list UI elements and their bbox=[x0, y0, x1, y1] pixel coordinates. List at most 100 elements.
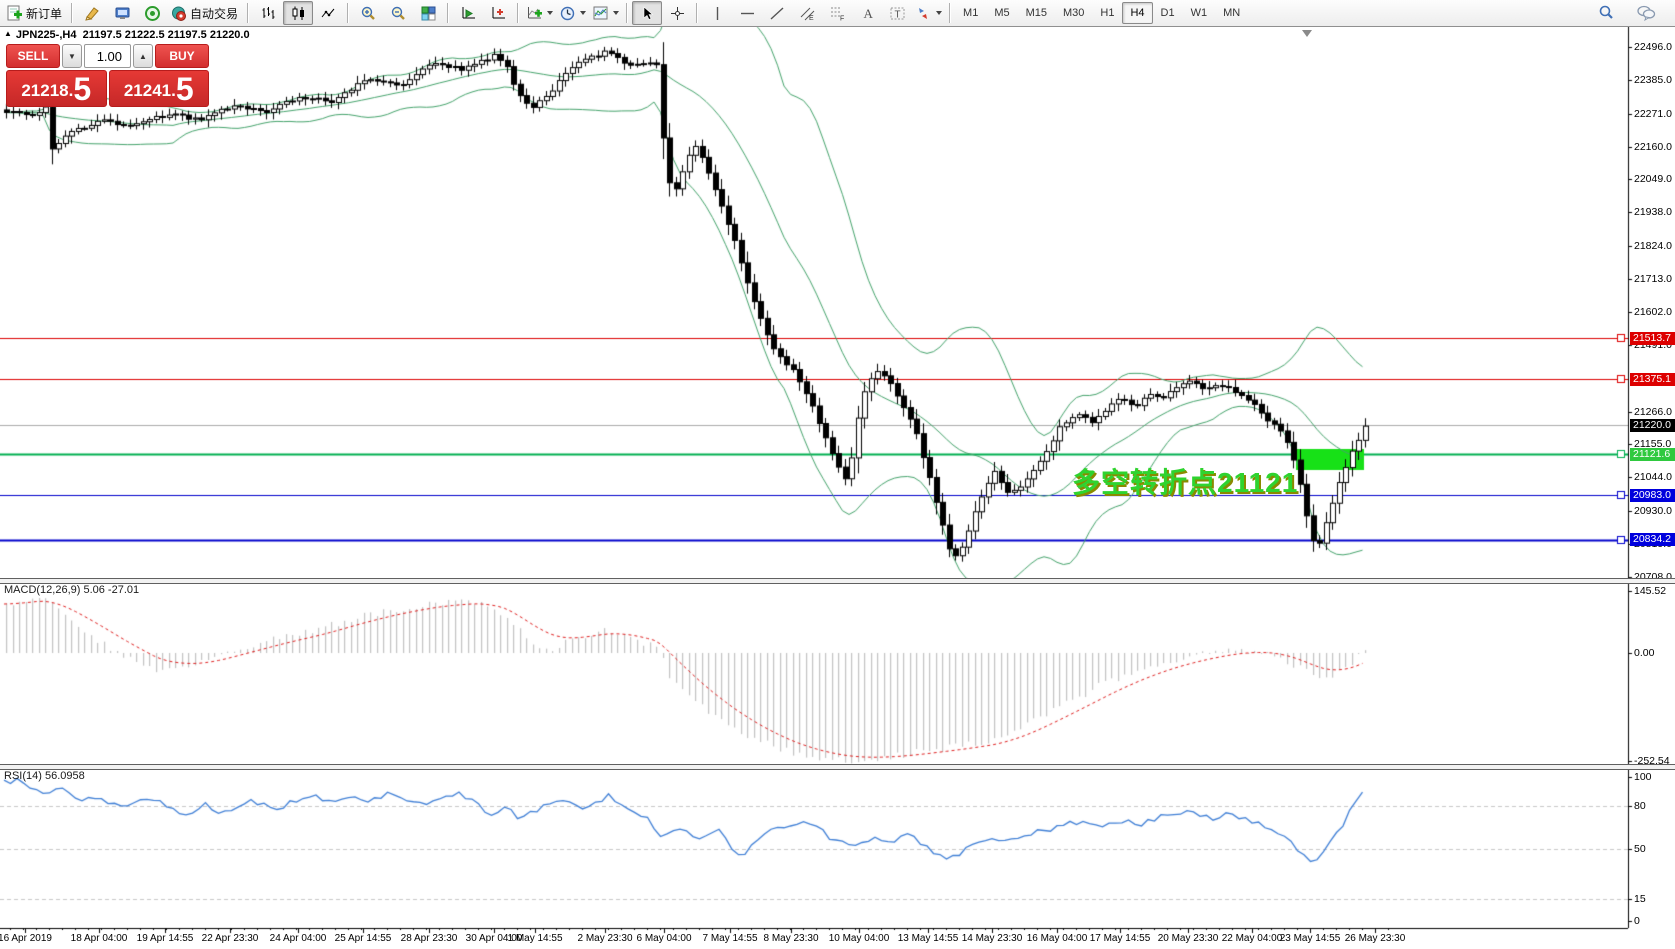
text-button[interactable]: A bbox=[852, 1, 882, 25]
candles-icon bbox=[290, 5, 307, 22]
timeframe-button-m5[interactable]: M5 bbox=[994, 7, 1010, 19]
search-button[interactable] bbox=[1591, 1, 1621, 25]
cursor-icon bbox=[639, 5, 656, 22]
toolbar-separator bbox=[71, 3, 74, 23]
toolbar-separator bbox=[517, 3, 520, 23]
text-t-icon: T bbox=[889, 5, 906, 22]
toolbar-separator bbox=[949, 3, 952, 23]
toolbar-separator bbox=[696, 3, 699, 23]
trend-icon bbox=[769, 5, 786, 22]
chevron-down-icon[interactable] bbox=[547, 11, 554, 15]
channel-icon: E bbox=[799, 5, 816, 22]
toolbar-separator bbox=[247, 3, 250, 23]
svg-text:T: T bbox=[894, 9, 900, 20]
chat-button[interactable] bbox=[1631, 1, 1661, 25]
cursor-button[interactable] bbox=[632, 1, 663, 25]
buy-price-main: 21241 bbox=[123, 81, 172, 100]
auto-scroll-button[interactable] bbox=[453, 1, 483, 25]
navigator-button[interactable] bbox=[137, 1, 167, 25]
buy-price-pip: 5 bbox=[175, 71, 194, 107]
timeframe-button-h4[interactable]: H4 bbox=[1122, 2, 1153, 24]
chart-canvas[interactable] bbox=[0, 27, 1675, 949]
autotrade-icon bbox=[170, 5, 187, 22]
buy-button[interactable]: BUY bbox=[155, 44, 209, 68]
indicator-plus-icon bbox=[526, 5, 543, 22]
sell-price-main: 21218 bbox=[21, 81, 69, 100]
channel-button[interactable]: E bbox=[792, 1, 822, 25]
zoom-in-icon bbox=[360, 5, 377, 22]
svg-text:F: F bbox=[840, 15, 844, 22]
monitor-icon bbox=[114, 5, 131, 22]
bars-icon bbox=[260, 5, 277, 22]
vline-icon bbox=[709, 5, 726, 22]
market-watch-button[interactable] bbox=[107, 1, 137, 25]
magnifier-icon bbox=[1597, 4, 1615, 22]
vertical-line-button[interactable] bbox=[702, 1, 732, 25]
chart-shift-button[interactable] bbox=[483, 1, 513, 25]
template-icon bbox=[592, 5, 609, 22]
zoom-out-icon bbox=[390, 5, 407, 22]
chart-window: ▲ JPN225-,H4 21197.5 21222.5 21197.5 2122… bbox=[0, 27, 1675, 949]
label-button[interactable]: T bbox=[882, 1, 912, 25]
timeframe-button-m30[interactable]: M30 bbox=[1063, 7, 1085, 19]
trendline-button[interactable] bbox=[762, 1, 792, 25]
volume-increase-button[interactable]: ▲ bbox=[133, 44, 153, 68]
timeframe-button-h1[interactable]: H1 bbox=[1100, 7, 1115, 19]
horizontal-line-button[interactable] bbox=[732, 1, 762, 25]
svg-text:A: A bbox=[863, 6, 873, 21]
doc-plus-icon bbox=[6, 5, 23, 22]
chevron-down-icon[interactable] bbox=[613, 11, 620, 15]
chart-shift-icon bbox=[490, 5, 507, 22]
linechart-icon bbox=[320, 5, 337, 22]
volume-decrease-button[interactable]: ▼ bbox=[62, 44, 82, 68]
candlestick-button[interactable] bbox=[283, 1, 314, 25]
pane-divider-rsi[interactable] bbox=[0, 764, 1675, 770]
toolbar-separator bbox=[626, 3, 629, 23]
arrows-button[interactable] bbox=[912, 1, 945, 25]
arrows-icon bbox=[915, 5, 932, 22]
buy-price-display[interactable]: 21241. 5 bbox=[108, 70, 209, 107]
new-order-button[interactable]: 新订单 bbox=[3, 1, 67, 25]
chevron-down-icon[interactable] bbox=[580, 11, 587, 15]
svg-text:E: E bbox=[809, 15, 814, 22]
crosshair-button[interactable] bbox=[662, 1, 692, 25]
crayon-icon bbox=[84, 5, 101, 22]
auto-trading-button[interactable]: 自动交易 bbox=[167, 1, 243, 25]
clock-icon bbox=[559, 5, 576, 22]
sell-button[interactable]: SELL bbox=[6, 44, 60, 68]
timeframe-button-m15[interactable]: M15 bbox=[1025, 7, 1047, 19]
buy-price-dot: . bbox=[171, 81, 176, 100]
volume-input[interactable]: 1.00 bbox=[84, 44, 131, 68]
main-toolbar: 新订单 自动交易 E F A T M1 M5 M15 M30 H1 H4 D1 W1 MN bbox=[0, 0, 1675, 27]
zoom-in-button[interactable] bbox=[353, 1, 383, 25]
timeframe-button-w1[interactable]: W1 bbox=[1190, 7, 1208, 19]
tiles-icon bbox=[420, 5, 437, 22]
toolbar-separator bbox=[447, 3, 450, 23]
indicators-button[interactable] bbox=[523, 1, 556, 25]
templates-button[interactable] bbox=[589, 1, 622, 25]
fibo-icon: F bbox=[829, 5, 846, 22]
chevron-down-icon[interactable] bbox=[936, 11, 943, 15]
one-click-trading-panel: SELL ▼ 1.00 ▲ BUY 21218. 5 21241. 5 bbox=[6, 44, 209, 107]
timeframe-button-mn[interactable]: MN bbox=[1223, 7, 1241, 19]
auto-scroll-icon bbox=[460, 5, 477, 22]
sell-price-dot: . bbox=[68, 81, 74, 100]
sell-price-pip: 5 bbox=[73, 71, 92, 107]
crosshair-icon bbox=[669, 5, 686, 22]
timeframe-button-d1[interactable]: D1 bbox=[1160, 7, 1175, 19]
toolbar-separator bbox=[347, 3, 350, 23]
hline-icon bbox=[739, 5, 756, 22]
periods-button[interactable] bbox=[556, 1, 589, 25]
sell-price-display[interactable]: 21218. 5 bbox=[6, 70, 107, 107]
pane-divider-macd[interactable] bbox=[0, 578, 1675, 584]
tile-windows-button[interactable] bbox=[413, 1, 443, 25]
bar-chart-button[interactable] bbox=[253, 1, 283, 25]
text-a-icon: A bbox=[859, 5, 876, 22]
zoom-out-button[interactable] bbox=[383, 1, 413, 25]
auto-trading-button-label: 自动交易 bbox=[190, 6, 239, 21]
timeframe-button-m1[interactable]: M1 bbox=[963, 7, 979, 19]
line-chart-button[interactable] bbox=[313, 1, 343, 25]
styler-button[interactable] bbox=[77, 1, 107, 25]
fibonacci-button[interactable]: F bbox=[822, 1, 852, 25]
